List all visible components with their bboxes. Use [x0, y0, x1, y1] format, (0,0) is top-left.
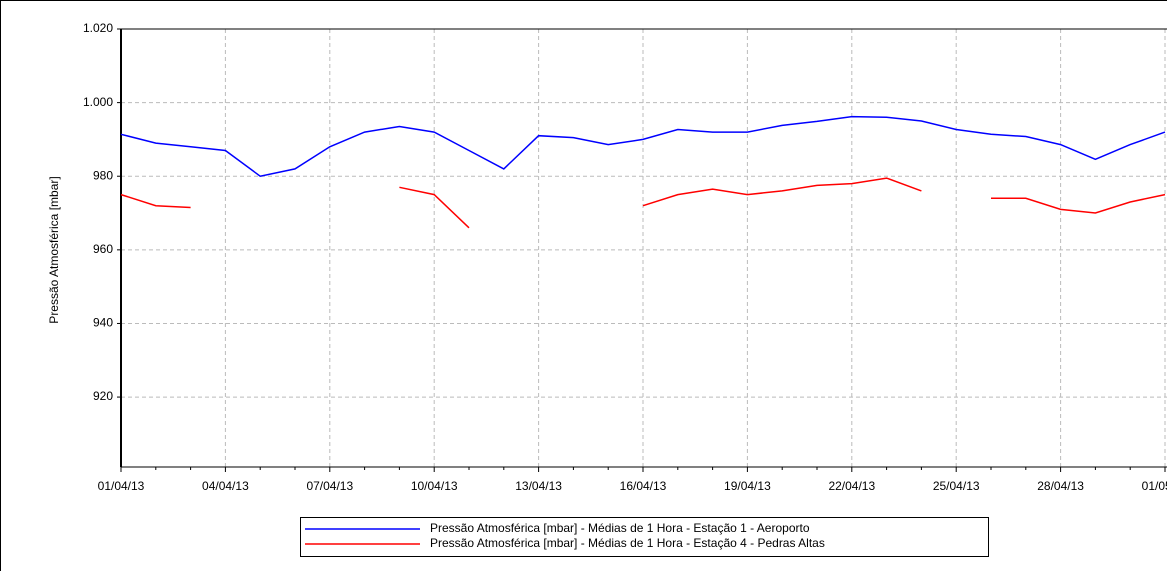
y-tick-label: 980 — [93, 168, 113, 182]
x-tick-label: 01/04/13 — [98, 479, 145, 493]
x-tick-label: 01/05/13 — [1142, 479, 1167, 493]
x-tick-label: 28/04/13 — [1037, 479, 1084, 493]
x-tick-label: 04/04/13 — [202, 479, 249, 493]
y-tick-label: 960 — [93, 242, 113, 256]
y-tick-label: 940 — [93, 316, 113, 330]
x-tick-label: 25/04/13 — [933, 479, 980, 493]
legend-box — [300, 517, 989, 557]
x-tick-label: 13/04/13 — [515, 479, 562, 493]
y-tick-label: 1.000 — [83, 95, 113, 109]
y-tick-label: 920 — [93, 389, 113, 403]
plot-border — [120, 28, 1167, 468]
y-tick-label: 1.020 — [83, 21, 113, 35]
x-tick-label: 19/04/13 — [724, 479, 771, 493]
x-tick-label: 16/04/13 — [620, 479, 667, 493]
legend-label: Pressão Atmosférica [mbar] - Médias de 1… — [430, 536, 825, 550]
series-line — [120, 177, 1166, 229]
x-tick-label: 10/04/13 — [411, 479, 458, 493]
series-line — [120, 115, 1166, 178]
x-tick-label: 07/04/13 — [306, 479, 353, 493]
x-tick-label: 22/04/13 — [828, 479, 875, 493]
y-axis-title: Pressão Atmosférica [mbar] — [47, 176, 61, 323]
legend-label: Pressão Atmosférica [mbar] - Médias de 1… — [430, 521, 810, 535]
